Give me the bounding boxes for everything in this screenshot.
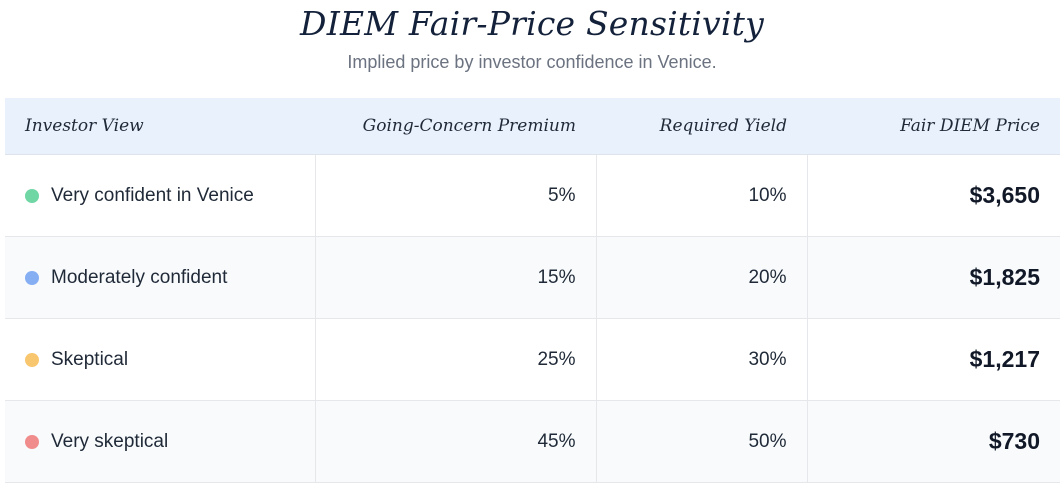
column-header-fair-diem-price: Fair DIEM Price	[807, 98, 1060, 155]
premium-cell: 45%	[314, 400, 596, 483]
column-header-required-yield: Required Yield	[596, 98, 807, 155]
investor-view-cell: Skeptical	[5, 318, 315, 401]
investor-view-cell: Very skeptical	[5, 400, 315, 483]
price-cell: $3,650	[806, 154, 1060, 237]
page-title: DIEM Fair-Price Sensitivity	[300, 4, 764, 43]
premium-cell: 25%	[314, 318, 596, 401]
premium-cell: 5%	[314, 154, 596, 237]
investor-view-label: Very skeptical	[51, 430, 169, 452]
investor-view-label: Moderately confident	[51, 266, 228, 288]
price-cell: $1,217	[806, 318, 1060, 401]
page-subtitle: Implied price by investor confidence in …	[347, 52, 717, 72]
table-header-row: Investor View Going-Concern Premium Requ…	[5, 98, 1060, 155]
investor-view-cell: Moderately confident	[5, 236, 315, 319]
table-row: Very skeptical 45% 50% $730	[5, 400, 1060, 483]
status-dot-icon	[25, 270, 39, 285]
table-row: Very confident in Venice 5% 10% $3,650	[5, 154, 1060, 237]
yield-cell: 50%	[595, 400, 807, 483]
yield-cell: 30%	[595, 318, 807, 401]
price-cell: $1,825	[806, 236, 1060, 319]
price-cell: $730	[806, 400, 1060, 483]
yield-cell: 20%	[595, 236, 807, 319]
investor-view-label: Very confident in Venice	[51, 184, 254, 206]
investor-view-cell: Very confident in Venice	[5, 155, 315, 237]
status-dot-icon	[25, 352, 39, 367]
status-dot-icon	[25, 188, 39, 203]
status-dot-icon	[25, 434, 39, 449]
premium-cell: 15%	[314, 236, 596, 319]
column-header-going-concern-premium: Going-Concern Premium	[315, 98, 596, 155]
column-header-investor-view: Investor View	[5, 98, 315, 155]
investor-view-label: Skeptical	[51, 348, 129, 370]
table-row: Skeptical 25% 30% $1,217	[5, 318, 1060, 401]
table-row: Moderately confident 15% 20% $1,825	[5, 236, 1060, 319]
sensitivity-table: Investor View Going-Concern Premium Requ…	[5, 98, 1060, 483]
yield-cell: 10%	[595, 154, 807, 237]
